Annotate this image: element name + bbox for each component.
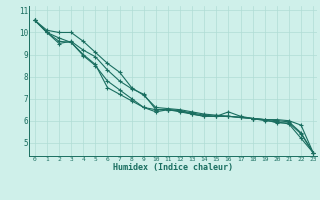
X-axis label: Humidex (Indice chaleur): Humidex (Indice chaleur) xyxy=(113,163,233,172)
